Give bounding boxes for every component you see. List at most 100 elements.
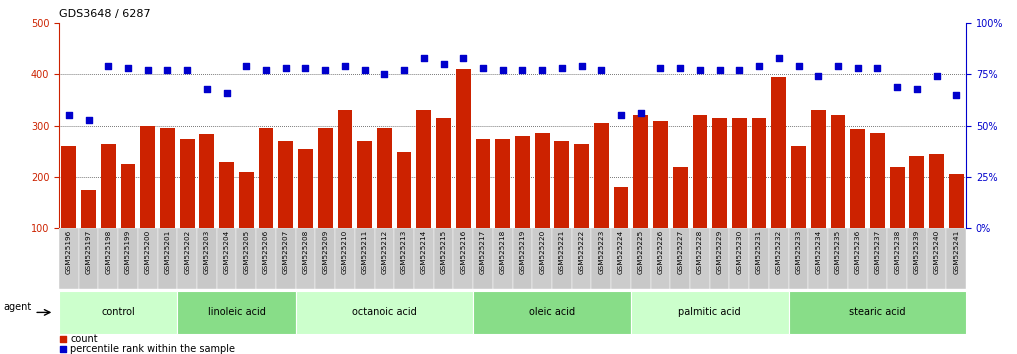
Point (238, 63, 254, 69)
Bar (177, 228, 197, 289)
Point (297, 65, 313, 71)
Text: GSM525233: GSM525233 (795, 230, 801, 274)
Text: GSM525217: GSM525217 (480, 230, 486, 274)
Bar (177, 291, 296, 333)
Text: count: count (70, 334, 98, 344)
Bar (850, 129, 865, 280)
Text: linoleic acid: linoleic acid (207, 307, 265, 318)
Point (376, 72, 393, 77)
Bar (357, 141, 372, 280)
Text: GSM525197: GSM525197 (85, 230, 92, 274)
Bar (848, 228, 868, 289)
Text: control: control (102, 307, 135, 318)
Text: GSM525219: GSM525219 (520, 230, 526, 274)
Bar (729, 228, 750, 289)
Text: palmitic acid: palmitic acid (678, 307, 741, 318)
Text: GSM525199: GSM525199 (125, 230, 131, 274)
Point (889, 84, 905, 90)
Bar (81, 190, 96, 280)
Bar (199, 135, 215, 280)
Point (494, 67, 511, 73)
Text: GSM525228: GSM525228 (697, 230, 703, 274)
Text: GSM525215: GSM525215 (440, 230, 446, 274)
Bar (315, 228, 335, 289)
Bar (473, 228, 493, 289)
Text: GSM525218: GSM525218 (499, 230, 505, 274)
Point (80, 117, 97, 122)
Point (160, 67, 176, 73)
Text: GSM525226: GSM525226 (657, 230, 663, 274)
Bar (752, 118, 767, 280)
Point (475, 65, 491, 71)
Bar (949, 175, 964, 280)
Point (317, 67, 334, 73)
Bar (693, 115, 707, 280)
Text: GSM525238: GSM525238 (894, 230, 900, 274)
Bar (611, 228, 631, 289)
Point (100, 63, 116, 69)
Bar (769, 228, 788, 289)
Text: GSM525198: GSM525198 (106, 230, 111, 274)
Bar (298, 149, 313, 280)
Point (456, 55, 472, 61)
Bar (397, 152, 412, 280)
Bar (476, 138, 490, 280)
Bar (651, 228, 670, 289)
Text: GSM525225: GSM525225 (638, 230, 644, 274)
Text: GSM525224: GSM525224 (618, 230, 624, 274)
Point (790, 63, 806, 69)
Bar (237, 228, 256, 289)
Bar (59, 228, 78, 289)
Bar (355, 228, 374, 289)
Bar (433, 228, 454, 289)
Bar (831, 115, 845, 280)
Text: octanoic acid: octanoic acid (352, 307, 417, 318)
Text: GSM525232: GSM525232 (776, 230, 782, 274)
Bar (673, 167, 687, 280)
Text: GSM525214: GSM525214 (421, 230, 427, 274)
Point (139, 67, 156, 73)
Point (435, 61, 452, 67)
Point (731, 67, 747, 73)
Text: GSM525241: GSM525241 (953, 230, 959, 274)
Point (278, 65, 294, 71)
Point (219, 90, 235, 96)
Text: GSM525237: GSM525237 (875, 230, 881, 274)
Bar (59, 291, 177, 333)
Bar (158, 228, 177, 289)
Bar (101, 144, 116, 280)
Text: GSM525223: GSM525223 (598, 230, 604, 274)
Point (120, 65, 136, 71)
Bar (318, 128, 333, 280)
Point (929, 74, 945, 79)
Point (613, 113, 630, 118)
Bar (436, 118, 451, 280)
Bar (338, 110, 352, 280)
Point (771, 55, 787, 61)
Text: GSM525230: GSM525230 (736, 230, 742, 274)
Bar (809, 228, 828, 289)
Bar (256, 228, 276, 289)
Bar (416, 110, 431, 280)
Text: GSM525209: GSM525209 (322, 230, 328, 274)
Text: GSM525200: GSM525200 (144, 230, 151, 274)
Bar (552, 228, 572, 289)
Bar (78, 228, 99, 289)
Text: percentile rank within the sample: percentile rank within the sample (70, 344, 235, 354)
Text: agent: agent (3, 302, 32, 312)
Bar (710, 228, 729, 289)
Text: GSM525231: GSM525231 (756, 230, 762, 274)
Bar (930, 154, 944, 280)
Bar (61, 146, 76, 280)
Point (198, 86, 215, 92)
Bar (670, 228, 691, 289)
Bar (634, 115, 648, 280)
Text: stearic acid: stearic acid (849, 307, 906, 318)
Bar (554, 141, 570, 280)
Bar (217, 228, 237, 289)
Point (396, 67, 412, 73)
Text: GSM525227: GSM525227 (677, 230, 683, 274)
Bar (772, 77, 786, 280)
Bar (572, 228, 592, 289)
Text: GSM525206: GSM525206 (263, 230, 270, 274)
